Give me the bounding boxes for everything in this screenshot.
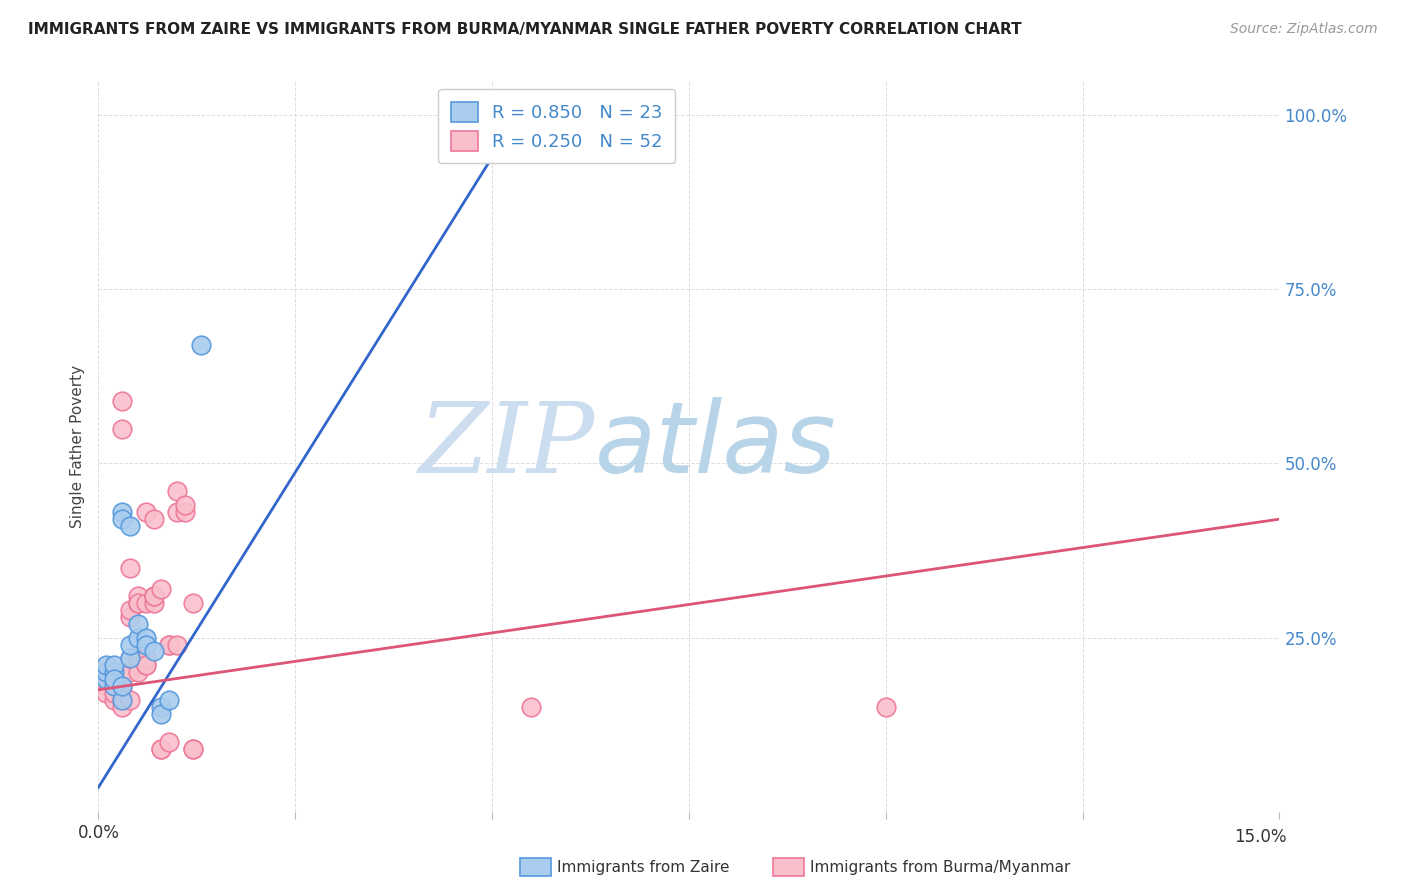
Point bbox=[135, 638, 157, 652]
Point bbox=[166, 638, 188, 652]
Point bbox=[127, 596, 149, 610]
Point bbox=[96, 673, 118, 687]
Point bbox=[111, 665, 134, 680]
Point bbox=[103, 679, 125, 693]
Point bbox=[111, 421, 134, 435]
Point bbox=[181, 742, 204, 756]
Point bbox=[118, 638, 141, 652]
Point bbox=[520, 700, 543, 714]
Point bbox=[135, 596, 157, 610]
Point bbox=[103, 658, 125, 673]
Point bbox=[111, 679, 134, 693]
Point bbox=[157, 693, 180, 707]
Point bbox=[96, 673, 118, 687]
Point bbox=[150, 742, 173, 756]
Point bbox=[111, 679, 134, 693]
Point bbox=[96, 679, 118, 693]
Text: ZIP: ZIP bbox=[418, 399, 595, 493]
Point bbox=[127, 658, 149, 673]
Point bbox=[142, 644, 165, 658]
Text: Immigrants from Zaire: Immigrants from Zaire bbox=[557, 860, 730, 874]
Point bbox=[174, 498, 197, 512]
Point bbox=[103, 686, 125, 700]
Point bbox=[157, 735, 180, 749]
Point bbox=[166, 484, 188, 499]
Point bbox=[127, 616, 149, 631]
Point bbox=[118, 603, 141, 617]
Text: 15.0%: 15.0% bbox=[1234, 828, 1286, 846]
Point bbox=[118, 693, 141, 707]
Point bbox=[174, 505, 197, 519]
Point bbox=[103, 679, 125, 693]
Point bbox=[111, 505, 134, 519]
Point bbox=[118, 665, 141, 680]
Point bbox=[157, 638, 180, 652]
Point bbox=[118, 609, 141, 624]
Point bbox=[127, 596, 149, 610]
Point bbox=[135, 651, 157, 665]
Point bbox=[157, 638, 180, 652]
Point bbox=[118, 651, 141, 665]
Point bbox=[135, 631, 157, 645]
Point bbox=[181, 596, 204, 610]
Text: IMMIGRANTS FROM ZAIRE VS IMMIGRANTS FROM BURMA/MYANMAR SINGLE FATHER POVERTY COR: IMMIGRANTS FROM ZAIRE VS IMMIGRANTS FROM… bbox=[28, 22, 1022, 37]
Point bbox=[96, 665, 118, 680]
Y-axis label: Single Father Poverty: Single Father Poverty bbox=[70, 365, 86, 527]
Point bbox=[103, 665, 125, 680]
Point bbox=[190, 338, 212, 352]
Point bbox=[103, 673, 125, 687]
Text: atlas: atlas bbox=[595, 398, 837, 494]
Point bbox=[127, 651, 149, 665]
Legend: R = 0.850   N = 23, R = 0.250   N = 52: R = 0.850 N = 23, R = 0.250 N = 52 bbox=[439, 89, 675, 163]
Point bbox=[142, 512, 165, 526]
Point bbox=[150, 742, 173, 756]
Point bbox=[103, 665, 125, 680]
Point bbox=[166, 505, 188, 519]
Point bbox=[111, 512, 134, 526]
Point bbox=[150, 700, 173, 714]
Point bbox=[103, 679, 125, 693]
Point bbox=[111, 693, 134, 707]
Point bbox=[96, 658, 118, 673]
Point bbox=[135, 505, 157, 519]
Point bbox=[150, 707, 173, 722]
Point bbox=[118, 561, 141, 575]
Point bbox=[111, 700, 134, 714]
Point bbox=[118, 651, 141, 665]
Point bbox=[135, 658, 157, 673]
Point bbox=[111, 393, 134, 408]
Text: Immigrants from Burma/Myanmar: Immigrants from Burma/Myanmar bbox=[810, 860, 1070, 874]
Point bbox=[181, 742, 204, 756]
Point bbox=[875, 700, 897, 714]
Point bbox=[135, 658, 157, 673]
Point bbox=[111, 693, 134, 707]
Point bbox=[127, 631, 149, 645]
Point bbox=[118, 519, 141, 533]
Point bbox=[111, 686, 134, 700]
Point bbox=[150, 582, 173, 596]
Point bbox=[127, 665, 149, 680]
Point bbox=[142, 589, 165, 603]
Point bbox=[142, 589, 165, 603]
Point bbox=[142, 596, 165, 610]
Point bbox=[127, 589, 149, 603]
Point bbox=[103, 693, 125, 707]
Text: Source: ZipAtlas.com: Source: ZipAtlas.com bbox=[1230, 22, 1378, 37]
Point bbox=[96, 686, 118, 700]
